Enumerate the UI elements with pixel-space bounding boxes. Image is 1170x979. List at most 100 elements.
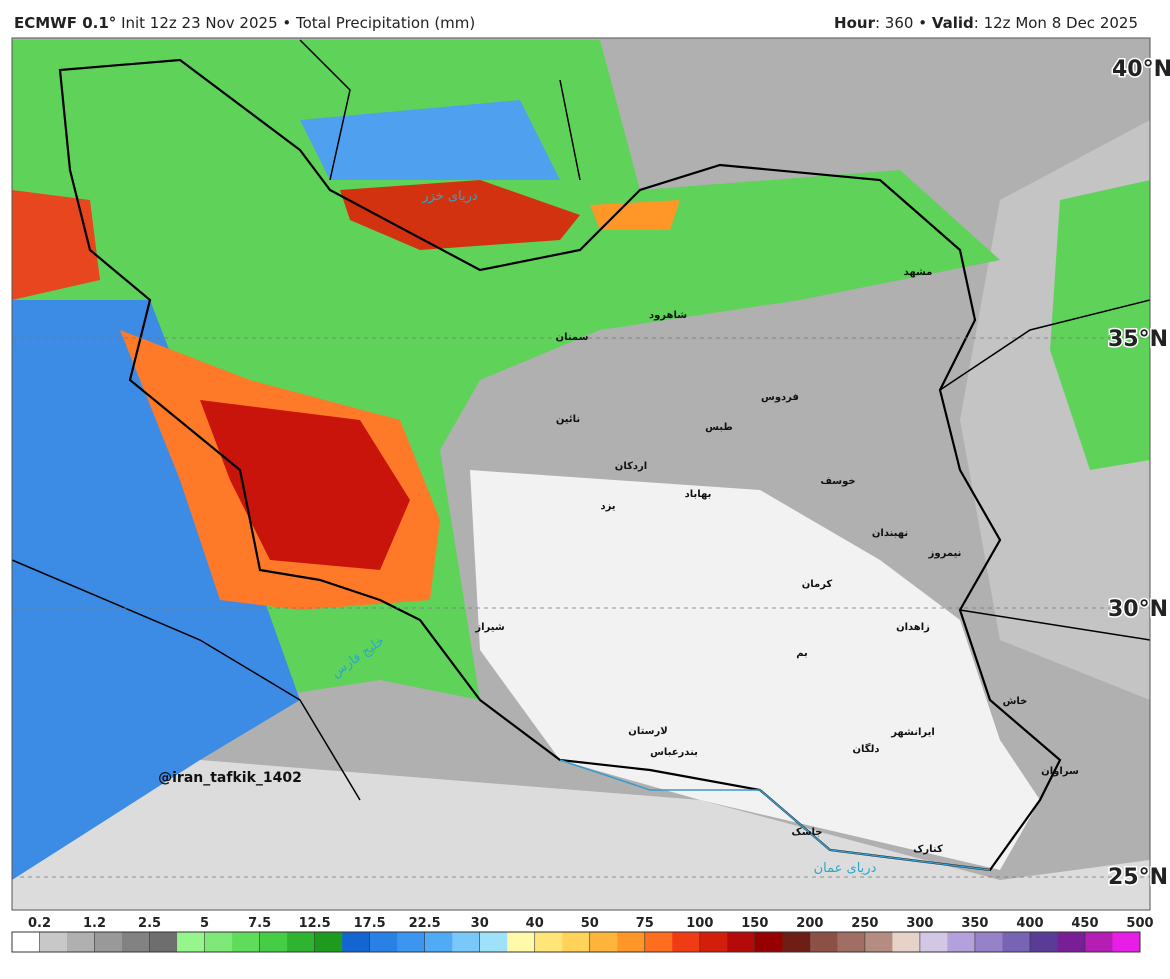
sea-label: دریای خزر xyxy=(421,189,478,204)
city: جاسک xyxy=(791,827,822,838)
city: بهاباد xyxy=(685,489,712,500)
color-cell xyxy=(479,932,508,952)
watermark: @iran_tafkik_1402 xyxy=(158,770,302,786)
colorbar: 0.2 1.2 2.5 5 7.5 12.5 17.5 22.5 30 40 50 75 100 150 2… xyxy=(11,916,1154,953)
color-cell xyxy=(809,932,838,952)
color-cell xyxy=(177,932,206,952)
color-cell xyxy=(617,932,646,952)
color-cell xyxy=(754,932,783,952)
color-cell xyxy=(589,932,618,952)
color-cell xyxy=(562,932,591,952)
color-cell xyxy=(947,932,976,952)
city: اردکان xyxy=(615,461,647,472)
city: نیمروز xyxy=(928,548,962,559)
color-cell xyxy=(232,932,261,952)
color-cell xyxy=(727,932,756,952)
color-cell xyxy=(397,932,426,952)
colorbar-tick-label: 0.2 xyxy=(28,916,51,931)
colorbar-tick-label: 200 xyxy=(796,916,823,931)
sea-label: دریای عمان xyxy=(814,861,877,876)
city: کنارک xyxy=(913,844,943,855)
city: سراوان xyxy=(1041,766,1079,777)
city: خوسف xyxy=(820,476,855,487)
city: طبس xyxy=(705,422,733,433)
color-cell xyxy=(974,932,1003,952)
colorbar-tick-label: 22.5 xyxy=(409,916,441,931)
colorbar-tick-label: 100 xyxy=(686,916,713,931)
color-cell xyxy=(507,932,536,952)
color-cell xyxy=(287,932,316,952)
color-cell xyxy=(644,932,673,952)
valid-value: : 12z Mon 8 Dec 2025 xyxy=(974,14,1138,32)
city: فردوس xyxy=(761,392,799,403)
color-cell xyxy=(149,932,178,952)
colorbar-tick-label: 17.5 xyxy=(354,916,386,931)
color-cell xyxy=(67,932,96,952)
colorbar-tick-label: 250 xyxy=(851,916,878,931)
colorbar-tick-label: 12.5 xyxy=(299,916,331,931)
city: شاهرود xyxy=(649,310,687,321)
color-cell xyxy=(1112,932,1141,952)
lat-label: 40°N xyxy=(1112,57,1170,82)
header-left: ECMWF 0.1° Init 12z 23 Nov 2025 • Total … xyxy=(14,14,475,32)
color-cell xyxy=(1084,932,1113,952)
color-cell xyxy=(424,932,453,952)
header-right: Hour: 360 • Valid: 12z Mon 8 Dec 2025 xyxy=(834,14,1138,32)
city: زاهدان xyxy=(896,622,930,633)
city: بندرعباس xyxy=(650,747,698,758)
color-cell xyxy=(782,932,811,952)
color-cell xyxy=(342,932,371,952)
city: ایرانشهر xyxy=(890,727,935,738)
init: Init 12z 23 Nov 2025 • Total Precipitati… xyxy=(121,14,475,32)
colorbar-tick-label: 400 xyxy=(1016,916,1043,931)
color-cell xyxy=(314,932,343,952)
colorbar-tick-label: 450 xyxy=(1071,916,1098,931)
colorbar-tick-label: 75 xyxy=(636,916,654,931)
color-cell xyxy=(837,932,866,952)
colorbar-tick-label: 150 xyxy=(741,916,768,931)
colorbar-tick-label: 40 xyxy=(526,916,544,931)
city: خاش xyxy=(1003,696,1028,707)
city: کرمان xyxy=(802,579,833,590)
hour-label: Hour xyxy=(834,14,876,32)
color-cell xyxy=(122,932,151,952)
colorbar-tick-label: 500 xyxy=(1126,916,1153,931)
colorbar-tick-label: 50 xyxy=(581,916,599,931)
model: ECMWF 0.1° xyxy=(14,14,116,32)
color-cell xyxy=(919,932,948,952)
color-cell xyxy=(204,932,233,952)
color-cell xyxy=(864,932,893,952)
hour-value: : 360 • xyxy=(875,14,927,32)
city: بم xyxy=(796,648,808,659)
color-cell xyxy=(94,932,123,952)
city: مشهد xyxy=(904,267,933,278)
color-cell xyxy=(369,932,398,952)
city: نهبندان xyxy=(872,528,908,539)
color-cell xyxy=(534,932,563,952)
map: 40°N 35°N 30°N 25°N @iran_tafkik_1402 در… xyxy=(11,37,1170,911)
city: دلگان xyxy=(853,742,880,755)
lat-label: 25°N xyxy=(1108,865,1168,890)
city: لارستان xyxy=(628,726,667,737)
colorbar-tick-label: 30 xyxy=(471,916,489,931)
color-cell xyxy=(1057,932,1086,952)
color-cell xyxy=(892,932,921,952)
city: سمنان xyxy=(556,332,589,343)
colorbar-tick-label: 7.5 xyxy=(248,916,271,931)
color-cell xyxy=(39,932,68,952)
color-cell xyxy=(1029,932,1058,952)
color-cell xyxy=(1002,932,1031,952)
colorbar-tick-label: 5 xyxy=(200,916,209,931)
lat-label: 35°N xyxy=(1108,327,1168,352)
colorbar-tick-label: 350 xyxy=(961,916,988,931)
color-cell xyxy=(12,932,41,952)
color-cell xyxy=(672,932,701,952)
colorbar-tick-label: 2.5 xyxy=(138,916,161,931)
lat-label: 30°N xyxy=(1108,597,1168,622)
color-cell xyxy=(452,932,481,952)
city: نائین xyxy=(556,414,580,425)
color-cell xyxy=(699,932,728,952)
colorbar-tick-label: 1.2 xyxy=(83,916,106,931)
colorbar-tick-label: 300 xyxy=(906,916,933,931)
